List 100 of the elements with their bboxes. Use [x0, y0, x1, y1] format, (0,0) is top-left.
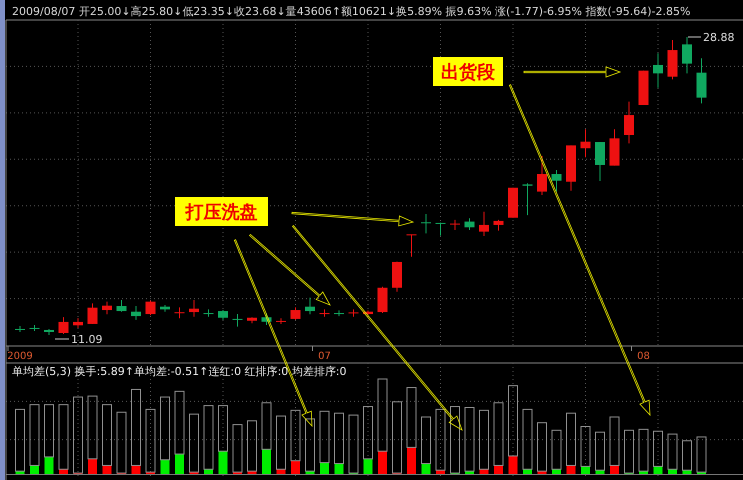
- bar: [696, 436, 706, 473]
- bar: [479, 410, 489, 470]
- bar: [566, 465, 576, 474]
- candlestick: [464, 218, 474, 230]
- candlestick: [146, 300, 156, 316]
- candlestick: [218, 310, 228, 320]
- candlestick: [131, 306, 141, 320]
- bar: [320, 410, 330, 464]
- bar: [581, 466, 590, 474]
- bar: [334, 412, 344, 464]
- candlestick: [682, 36, 692, 74]
- candlestick: [174, 306, 184, 319]
- bar: [116, 412, 126, 474]
- candlestick: [58, 316, 68, 334]
- bar: [247, 420, 257, 472]
- bar: [653, 430, 663, 467]
- bar: [580, 426, 590, 467]
- bar: [102, 404, 112, 466]
- bar: [610, 465, 619, 474]
- bar: [682, 440, 692, 471]
- candlestick: [537, 155, 547, 196]
- bar: [15, 408, 25, 472]
- bar: [334, 464, 344, 474]
- bar: [494, 465, 503, 474]
- bar: [73, 396, 83, 474]
- candlestick: [88, 302, 98, 324]
- bar: [392, 401, 402, 474]
- bar: [364, 458, 372, 474]
- candlestick: [73, 318, 83, 328]
- candlestick: [116, 299, 126, 312]
- bar: [566, 412, 576, 466]
- candlestick: [552, 170, 562, 192]
- bar: [44, 404, 54, 458]
- bar: [668, 434, 678, 470]
- bar: [320, 462, 329, 474]
- candlestick: [290, 306, 300, 320]
- bar: [102, 465, 112, 474]
- candlestick: [624, 101, 634, 144]
- bar: [610, 416, 620, 466]
- bar: [262, 449, 271, 474]
- candlestick: [189, 299, 199, 318]
- candlestick: [653, 52, 663, 88]
- bar: [552, 430, 562, 470]
- bar: [290, 410, 300, 462]
- bar: [204, 405, 214, 470]
- bar: [132, 465, 140, 474]
- x-tick-label: 2009: [7, 351, 33, 362]
- bar: [146, 408, 156, 473]
- bar: [131, 388, 141, 466]
- bar: [407, 447, 416, 474]
- bar: [464, 407, 474, 472]
- annotation: 11.09: [71, 333, 102, 346]
- candlestick: [450, 219, 460, 230]
- bar: [508, 456, 518, 474]
- bar: [88, 396, 98, 460]
- bar: [406, 387, 416, 448]
- bar: [305, 418, 315, 472]
- bar: [378, 451, 387, 474]
- bar: [160, 460, 170, 474]
- chart-title: 单均差(5,3) 换手:5.89↑单均差:-0.51↑连红:0 红排序:0 均差排序:0: [12, 365, 346, 378]
- candlestick: [406, 234, 416, 258]
- bar: [422, 464, 430, 474]
- candlestick: [305, 297, 315, 315]
- bar: [450, 406, 460, 474]
- x-tick-label: 07: [318, 351, 331, 362]
- annotation: 打压洗盘: [184, 202, 258, 223]
- candlestick: [494, 219, 504, 232]
- bar: [348, 414, 358, 474]
- candlestick: [595, 142, 605, 182]
- bar: [436, 408, 446, 471]
- bar: [58, 404, 68, 470]
- bar: [624, 430, 634, 474]
- bar: [44, 456, 54, 474]
- bar: [30, 465, 39, 474]
- candlestick: [580, 128, 590, 158]
- bar: [218, 405, 228, 452]
- bar: [378, 378, 388, 452]
- candlestick: [436, 222, 446, 236]
- chart-title: 2009/08/07 开25.00↓高25.80↓低23.35↓收23.68↓量43606↑额10621↓换5.89% 振9.63% 涨(-1.77)-6.95% 指数(-95.64)-2.85%: [12, 5, 690, 18]
- bar: [232, 424, 242, 473]
- bar: [595, 432, 605, 471]
- bar: [160, 396, 170, 460]
- bar: [638, 428, 648, 472]
- bar: [175, 454, 184, 474]
- bar: [537, 422, 547, 472]
- bar: [363, 406, 373, 460]
- bar: [291, 460, 300, 474]
- bar: [88, 458, 97, 474]
- bar: [189, 414, 199, 473]
- bar: [276, 416, 286, 470]
- annotation: 28.88: [703, 31, 734, 44]
- bar: [494, 402, 504, 466]
- bar: [262, 402, 272, 450]
- bar: [30, 404, 40, 466]
- bar: [218, 451, 228, 474]
- candlestick: [421, 214, 431, 234]
- candlestick: [479, 211, 489, 236]
- bar: [522, 408, 532, 470]
- bar: [174, 390, 184, 455]
- candlestick: [102, 301, 112, 315]
